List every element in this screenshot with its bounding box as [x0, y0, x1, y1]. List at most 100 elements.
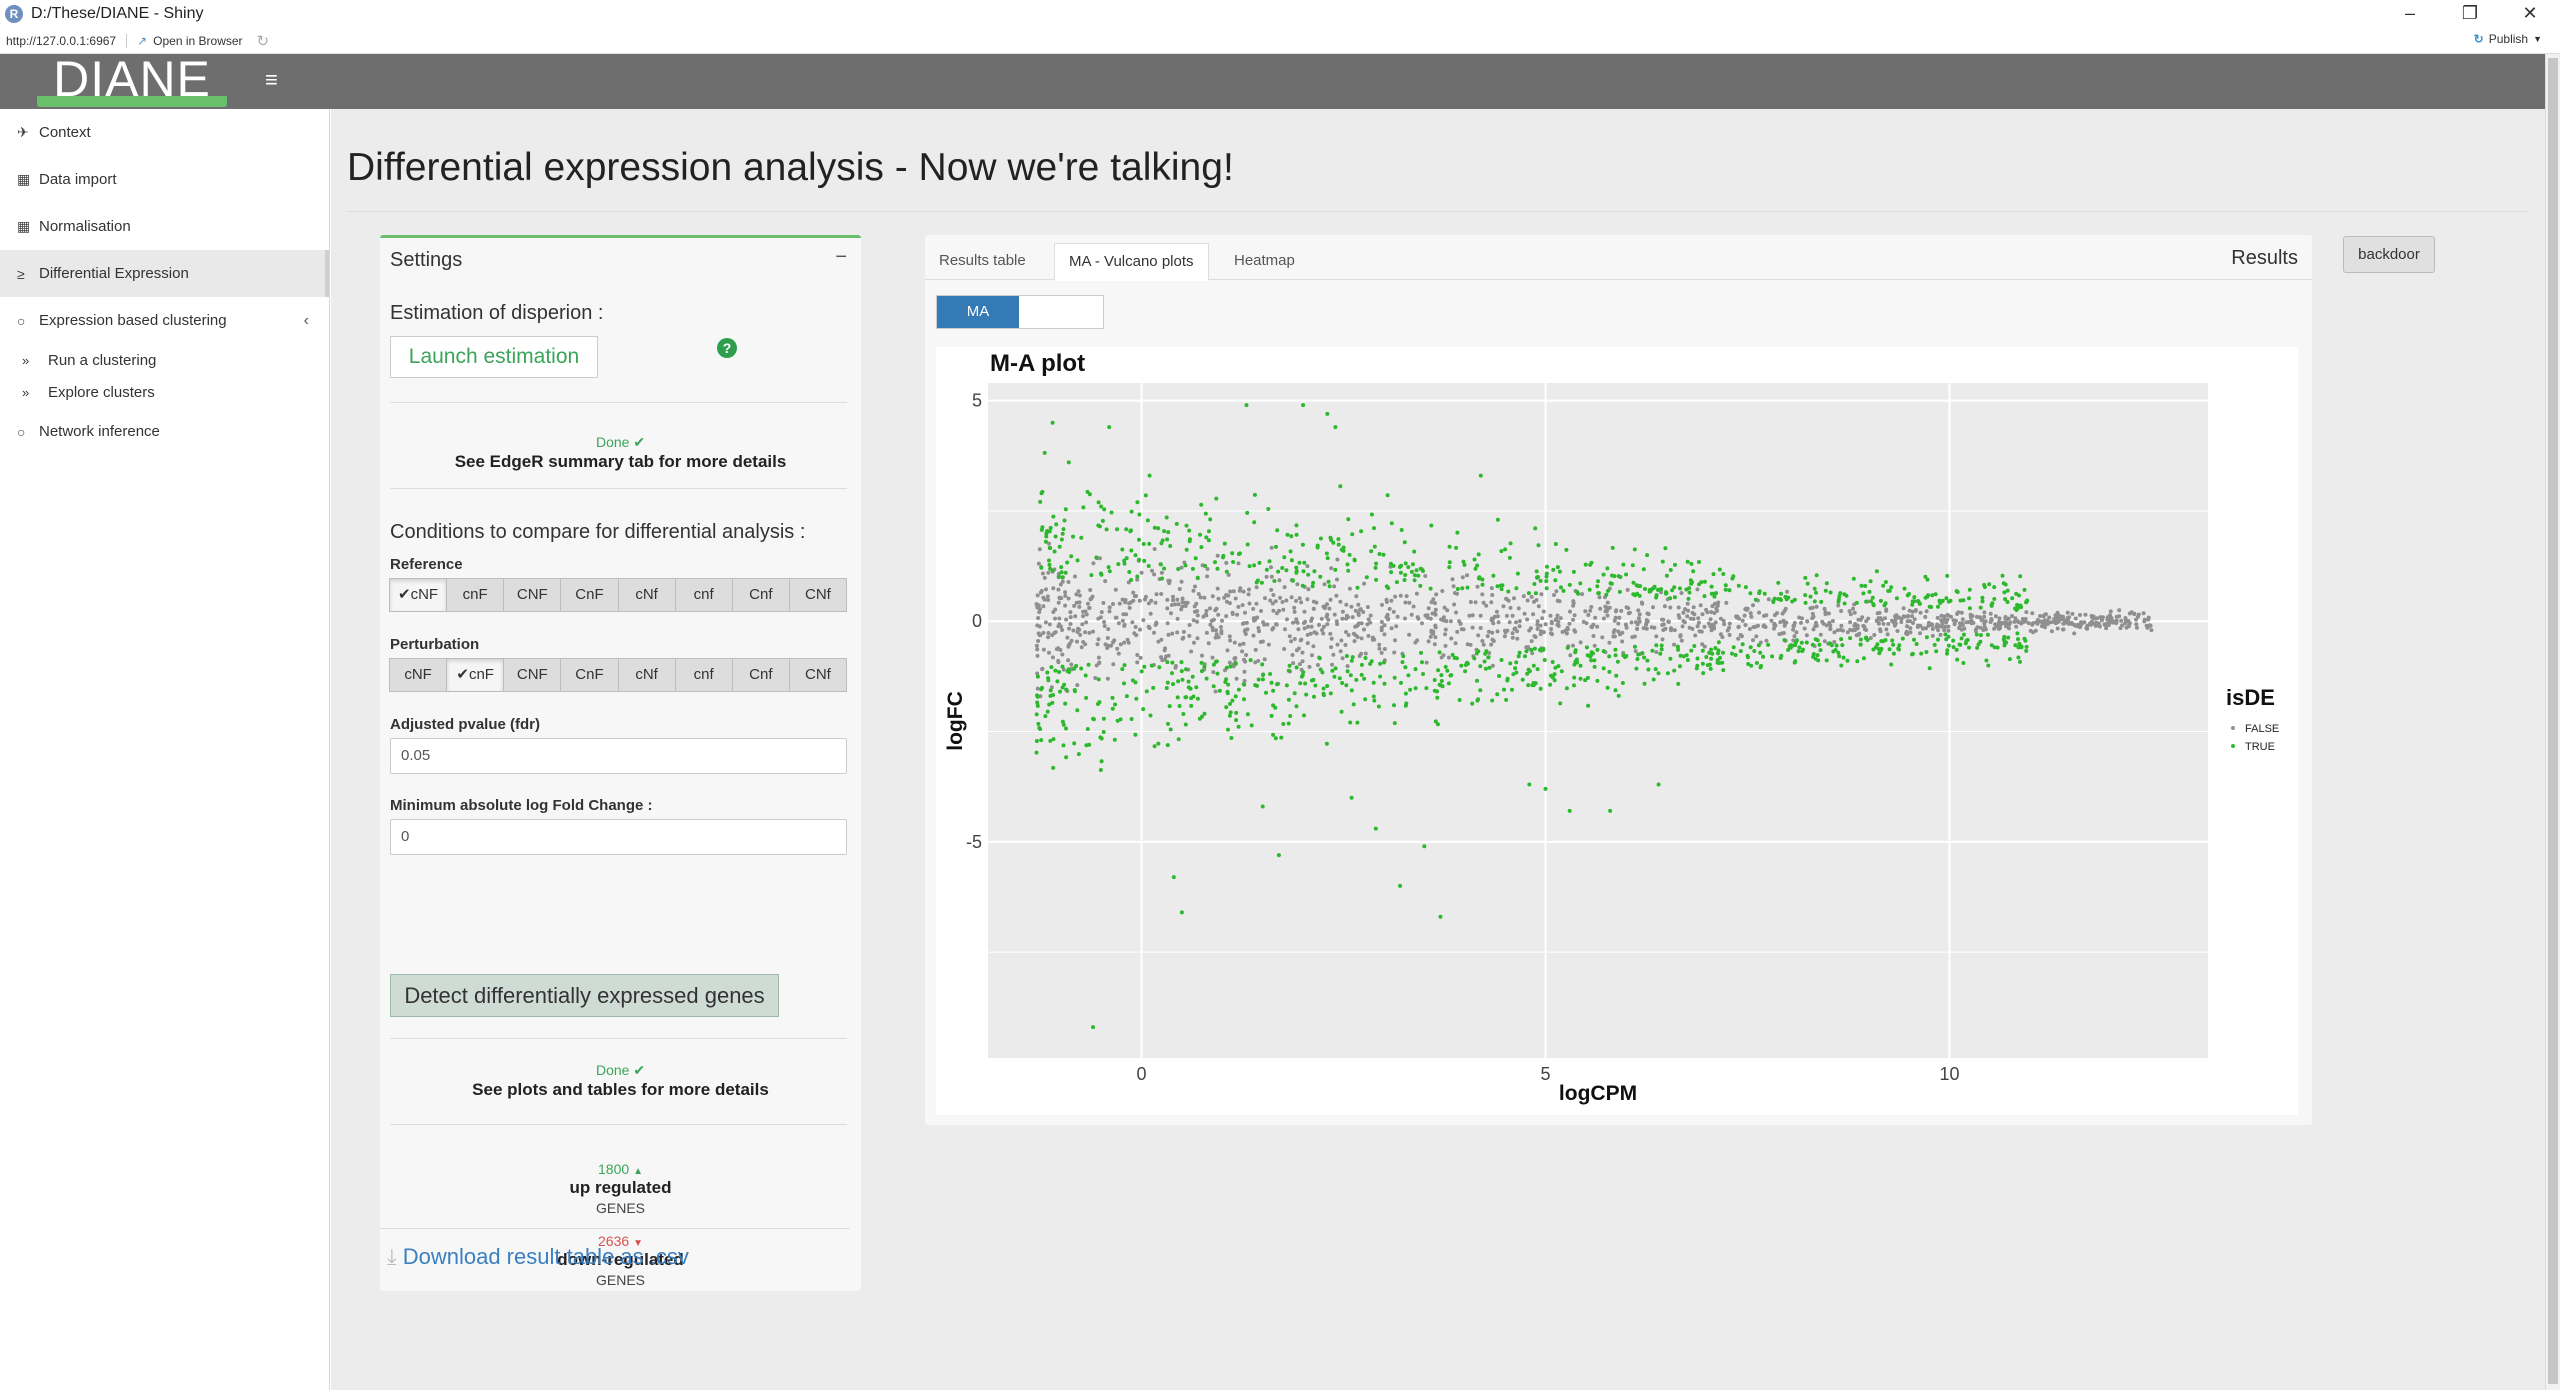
data-point-true	[1758, 665, 1763, 670]
reference-option[interactable]: cNf	[617, 578, 676, 612]
data-point-false	[1122, 640, 1127, 645]
data-point-false	[1284, 598, 1289, 603]
data-point-false	[1126, 640, 1131, 645]
data-point-false	[1291, 661, 1296, 666]
pvalue-input[interactable]: 0.05	[390, 738, 847, 774]
data-point-true	[1301, 569, 1306, 574]
data-point-true	[1120, 667, 1125, 672]
data-point-false	[2085, 623, 2090, 628]
scrollbar-thumb[interactable]	[2548, 58, 2558, 1384]
data-point-false	[1993, 614, 1998, 619]
reference-option[interactable]: CNf	[788, 578, 847, 612]
data-point-false	[1196, 592, 1201, 596]
reference-option-label: CNf	[805, 586, 831, 603]
sidebar-subitem-explore-clusters[interactable]: » Explore clusters	[0, 376, 329, 408]
data-point-false	[1127, 605, 1132, 610]
data-point-false	[1720, 635, 1725, 640]
detect-de-genes-button[interactable]: Detect differentially expressed genes	[390, 974, 779, 1017]
reference-option[interactable]: CNF	[503, 578, 562, 612]
data-point-true	[1700, 661, 1705, 666]
download-csv-link[interactable]: ⤓ Download result table as .csv	[387, 1244, 689, 1270]
data-point-false	[1326, 617, 1331, 622]
data-point-true	[1841, 655, 1846, 660]
launch-estimation-button[interactable]: Launch estimation	[390, 336, 598, 378]
y-axis-label: logFC	[944, 691, 967, 750]
minimize-window-icon[interactable]: –	[2404, 3, 2415, 23]
data-point-false	[1394, 624, 1399, 629]
tab-ma-vulcano[interactable]: MA - Vulcano plots	[1054, 243, 1209, 281]
data-point-true	[1474, 651, 1479, 656]
data-point-true	[1165, 743, 1170, 748]
sidebar-item-differential-expression[interactable]: ≥ Differential Expression	[0, 250, 329, 297]
restore-window-icon[interactable]: ❐	[2461, 3, 2479, 23]
sidebar-subitem-run-clustering[interactable]: » Run a clustering	[0, 344, 329, 376]
data-point-true	[1995, 645, 2000, 650]
data-point-false	[1775, 611, 1779, 616]
data-point-true	[1137, 512, 1142, 517]
reference-option[interactable]: cnF	[446, 578, 505, 612]
data-point-true	[1592, 664, 1597, 669]
legend-false-label: FALSE	[2245, 723, 2279, 735]
perturbation-option[interactable]: cnf	[674, 658, 733, 692]
data-point-true	[1321, 686, 1326, 691]
sidebar-item-data-import[interactable]: ▦ Data import	[0, 156, 329, 203]
help-icon[interactable]: ?	[717, 338, 737, 358]
reference-option[interactable]: Cnf	[731, 578, 790, 612]
page-scrollbar[interactable]	[2545, 54, 2560, 1390]
data-point-false	[1993, 622, 1998, 627]
data-point-true	[1381, 552, 1386, 557]
data-point-false	[1616, 621, 1621, 626]
tab-heatmap[interactable]: Heatmap	[1234, 252, 1295, 269]
data-point-true	[1472, 656, 1477, 661]
perturbation-option[interactable]: CNf	[788, 658, 847, 692]
data-point-false	[2117, 608, 2122, 613]
refresh-icon[interactable]: ↻	[256, 32, 270, 50]
data-point-false	[1310, 653, 1314, 658]
reference-option[interactable]: cnf	[674, 578, 733, 612]
perturbation-option[interactable]: CnF	[560, 658, 619, 692]
data-point-false	[1235, 612, 1240, 617]
download-link-label: Download result table as .csv	[402, 1244, 689, 1269]
data-point-true	[2017, 641, 2022, 646]
data-point-false	[2136, 614, 2140, 619]
data-point-false	[1823, 612, 1828, 617]
sidebar-item-network-inference[interactable]: ○ Network inference	[0, 408, 329, 455]
data-point-true	[1168, 727, 1173, 732]
data-point-true	[1636, 584, 1641, 589]
collapse-box-button[interactable]: −	[835, 246, 847, 268]
perturbation-option[interactable]: cNf	[617, 658, 676, 692]
data-point-false	[1219, 631, 1224, 636]
data-point-false	[1131, 590, 1136, 595]
publish-button[interactable]: ↻ Publish ▼	[2474, 32, 2542, 46]
data-point-false	[1491, 621, 1496, 626]
url-display: http://127.0.0.1:6967	[0, 33, 128, 48]
data-point-true	[1716, 648, 1721, 653]
perturbation-option[interactable]: cNF	[389, 658, 448, 692]
perturbation-option[interactable]: CNF	[503, 658, 562, 692]
open-in-browser-button[interactable]: ↗ Open in Browser	[127, 34, 242, 48]
reference-option[interactable]: ✔cNF	[389, 578, 448, 612]
data-point-false	[2132, 612, 2137, 617]
backdoor-button[interactable]: backdoor	[2343, 236, 2435, 273]
perturbation-option[interactable]: Cnf	[731, 658, 790, 692]
perturbation-option[interactable]: ✔cnF	[446, 658, 505, 692]
data-point-true	[1428, 586, 1433, 591]
tab-results-table[interactable]: Results table	[939, 252, 1026, 269]
sidebar-item-normalisation[interactable]: ▦ Normalisation	[0, 203, 329, 250]
sidebar-item-context[interactable]: ✈ Context	[0, 109, 329, 156]
data-point-false	[1324, 614, 1329, 619]
reference-option[interactable]: CnF	[560, 578, 619, 612]
data-point-true	[1247, 564, 1252, 569]
data-point-true	[1271, 688, 1276, 693]
sidebar-item-clustering[interactable]: ○ Expression based clustering ‹	[0, 297, 329, 344]
data-point-false	[1862, 624, 1867, 629]
data-point-true	[1443, 664, 1448, 669]
switch-on-label: MA	[937, 296, 1019, 328]
logfc-input[interactable]: 0	[390, 819, 847, 855]
data-point-false	[1111, 602, 1115, 606]
sidebar-toggle-icon[interactable]: ≡	[265, 67, 278, 92]
data-point-false	[1105, 636, 1110, 640]
close-window-icon[interactable]: ✕	[2522, 3, 2538, 23]
ma-vulcano-switch[interactable]: MA	[936, 295, 1104, 329]
data-point-true	[1047, 545, 1052, 550]
